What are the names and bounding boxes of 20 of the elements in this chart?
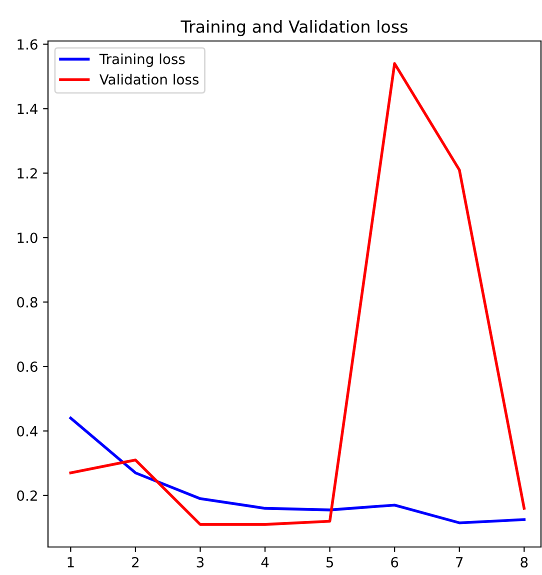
x-tick-label: 6	[391, 556, 398, 568]
x-tick-label: 4	[261, 557, 269, 568]
y-tick-label: 0.2	[17, 490, 37, 501]
y-tick-label: 1.2	[18, 168, 37, 178]
x-tick-label: 5	[326, 557, 334, 568]
line-series	[69, 416, 526, 524]
x-tick-label: 3	[196, 556, 204, 568]
chart-title: Training and Validation loss	[180, 20, 408, 36]
legend-label: Training loss	[99, 54, 185, 67]
y-tick-label: 1.6	[18, 39, 38, 50]
y-tick-label: 0.4	[17, 426, 38, 436]
x-tick-label: 7	[456, 557, 463, 568]
y-tick-label: 1.0	[18, 232, 38, 244]
y-tick-label: 0.8	[17, 297, 38, 308]
x-tick-label: 2	[132, 556, 138, 568]
y-tick-label: 0.6	[17, 361, 38, 372]
x-tick-label: 8	[520, 556, 528, 568]
x-tick-label: 1	[68, 557, 74, 568]
legend-label: Validation loss	[99, 74, 199, 85]
y-tick-label: 1.4	[18, 104, 38, 114]
